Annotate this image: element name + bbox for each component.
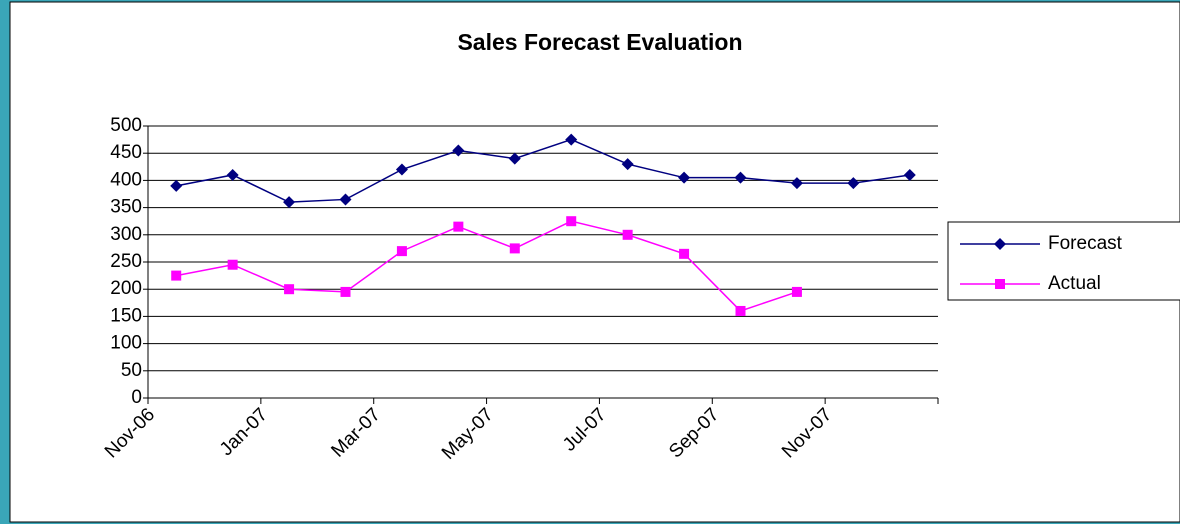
point <box>283 196 296 209</box>
point <box>340 286 351 297</box>
y-tick-label: 400 <box>110 169 142 190</box>
point <box>622 229 633 240</box>
point <box>791 286 802 297</box>
point <box>566 216 577 227</box>
point <box>170 179 183 192</box>
point <box>509 243 520 254</box>
series-line <box>176 220 798 312</box>
y-tick-label: 150 <box>110 305 142 326</box>
y-tick-label: 250 <box>110 251 142 272</box>
point <box>284 284 295 295</box>
point <box>790 177 803 190</box>
legend-marker <box>994 238 1006 250</box>
y-tick-label: 500 <box>110 115 142 136</box>
point <box>453 221 464 232</box>
point <box>621 158 634 171</box>
y-tick-label: 450 <box>110 142 142 163</box>
point <box>847 177 860 190</box>
point <box>734 171 747 184</box>
point <box>679 248 690 259</box>
legend-marker <box>995 279 1005 289</box>
y-tick-label: 100 <box>110 333 142 354</box>
point <box>227 259 238 270</box>
point <box>903 168 916 181</box>
y-tick-label: 0 <box>131 387 142 408</box>
point <box>171 270 182 281</box>
y-tick-label: 300 <box>110 224 142 245</box>
y-tick-label: 50 <box>121 360 142 381</box>
series-line <box>176 138 910 203</box>
point <box>395 163 408 176</box>
legend-label: Actual <box>1048 273 1101 294</box>
point <box>678 171 691 184</box>
point <box>339 193 352 206</box>
legend-label: Forecast <box>1048 233 1123 254</box>
point <box>508 152 521 165</box>
y-tick-label: 200 <box>110 278 142 299</box>
point <box>452 144 465 157</box>
y-tick-label: 350 <box>110 197 142 218</box>
point <box>565 133 578 146</box>
point <box>396 246 407 257</box>
legend <box>947 221 1180 301</box>
chart-title: Sales Forecast Evaluation <box>457 29 742 55</box>
point <box>226 168 239 181</box>
point <box>735 305 746 316</box>
